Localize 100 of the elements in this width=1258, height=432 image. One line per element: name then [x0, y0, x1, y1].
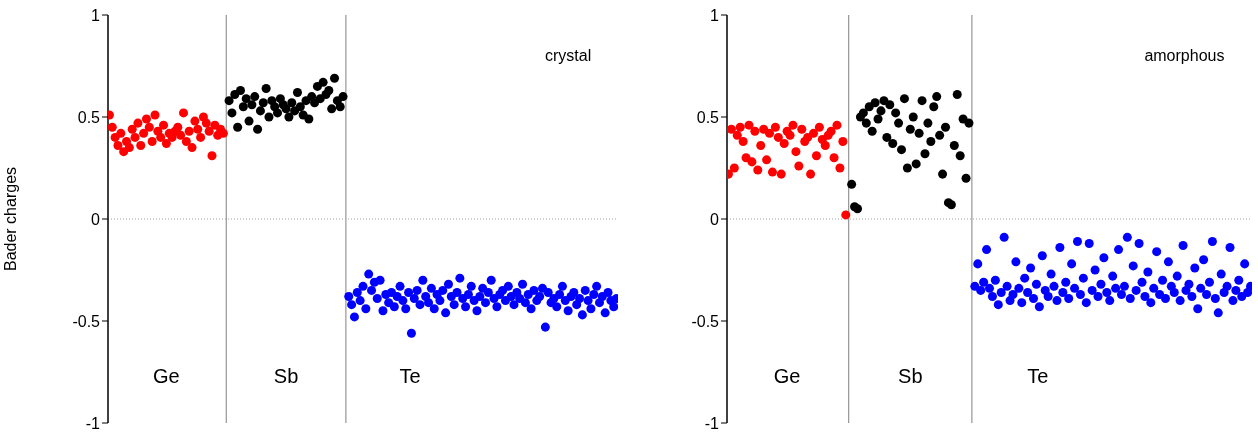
point [894, 118, 904, 128]
y-tick-label: 1 [91, 6, 101, 24]
point [201, 118, 211, 128]
point [159, 120, 169, 130]
point [204, 126, 214, 136]
point [888, 139, 898, 149]
point [150, 110, 160, 120]
point [905, 124, 915, 134]
point [735, 122, 745, 132]
point [858, 108, 868, 118]
point [224, 96, 234, 106]
point [762, 155, 772, 165]
point [776, 169, 786, 179]
point [729, 163, 739, 173]
point [949, 141, 959, 151]
y-tick-label: 0 [91, 210, 101, 228]
point [797, 124, 807, 134]
point [785, 130, 795, 140]
point [744, 120, 754, 130]
point [139, 128, 149, 138]
point [233, 122, 243, 132]
point [917, 96, 927, 106]
point [113, 141, 123, 151]
point [295, 102, 305, 112]
annotation: Ge [773, 365, 801, 388]
point [173, 122, 183, 132]
point [178, 108, 189, 118]
point [955, 151, 965, 161]
point [281, 104, 291, 114]
point [770, 122, 780, 132]
point [261, 83, 271, 93]
point [141, 114, 151, 124]
point [750, 126, 760, 136]
point [738, 136, 748, 146]
annotation: amorphous [1144, 47, 1225, 65]
point [938, 169, 948, 179]
point [861, 118, 871, 128]
point [130, 132, 140, 142]
point [765, 128, 775, 138]
point [747, 157, 757, 167]
point [144, 122, 154, 132]
point [832, 120, 842, 130]
point [727, 124, 736, 134]
point [911, 159, 921, 169]
point [116, 128, 126, 138]
y-tick-label: 0.5 [696, 108, 720, 126]
point [732, 130, 742, 140]
point [247, 100, 257, 110]
point [190, 116, 200, 126]
point [227, 108, 237, 118]
point [187, 143, 197, 153]
point [310, 98, 320, 108]
y-axis-title: Bader charges [1, 166, 19, 272]
point [952, 90, 962, 100]
point [133, 118, 143, 128]
y-tick-label: -1 [85, 414, 101, 432]
point [196, 132, 206, 142]
point [899, 94, 909, 104]
point [273, 108, 283, 118]
point [820, 141, 830, 151]
point [124, 143, 134, 153]
point [835, 163, 845, 173]
point [258, 98, 268, 108]
point [244, 116, 254, 126]
point [756, 141, 766, 151]
point [811, 151, 821, 161]
point [193, 124, 203, 134]
point [779, 139, 789, 149]
point [338, 92, 348, 102]
point [127, 124, 137, 134]
point [773, 132, 783, 142]
point [870, 98, 880, 108]
annotation: crystal [544, 47, 592, 65]
point [876, 106, 886, 116]
point [867, 126, 877, 136]
point [235, 85, 245, 95]
y-tick-label: 0 [710, 210, 720, 228]
annotation: Sb [273, 365, 299, 388]
point [184, 126, 194, 136]
point [929, 102, 939, 112]
point [926, 136, 936, 146]
point [902, 163, 912, 173]
point [838, 136, 848, 146]
point [829, 153, 839, 163]
point [806, 169, 816, 179]
point [181, 136, 191, 146]
point [847, 179, 857, 189]
point [161, 139, 171, 149]
point [324, 85, 334, 95]
point [108, 122, 117, 132]
point [791, 147, 801, 157]
point [809, 128, 819, 138]
point [284, 112, 294, 122]
point [207, 151, 217, 161]
point [255, 106, 265, 116]
point [304, 114, 314, 124]
point [882, 132, 892, 142]
point [961, 173, 971, 183]
point [767, 167, 777, 177]
point [788, 120, 798, 130]
